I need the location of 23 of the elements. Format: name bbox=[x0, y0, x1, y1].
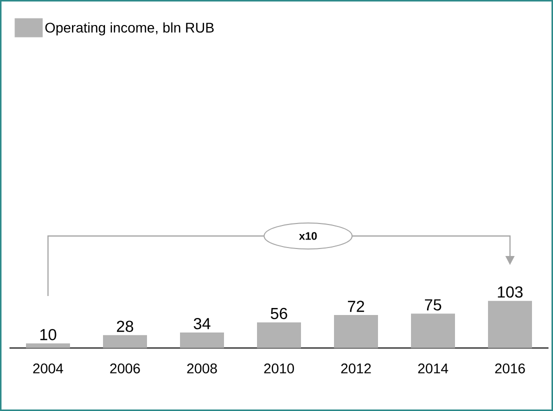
data-label: 103 bbox=[498, 286, 523, 298]
bar bbox=[26, 343, 70, 348]
x-tick-label: 2010 bbox=[264, 364, 294, 374]
bar bbox=[180, 332, 224, 348]
x-tick-label: 2014 bbox=[418, 364, 448, 374]
data-label: 72 bbox=[348, 300, 364, 312]
x-tick-label: 2012 bbox=[341, 364, 371, 374]
x-tick-label: 2006 bbox=[110, 364, 140, 374]
data-label: 56 bbox=[270, 308, 288, 320]
bar bbox=[103, 335, 148, 348]
x-tick-label: 2016 bbox=[495, 364, 525, 374]
legend-label: Operating income, bln RUB bbox=[45, 22, 214, 36]
bar bbox=[488, 300, 532, 348]
data-label: 28 bbox=[116, 320, 134, 332]
bar bbox=[257, 322, 302, 348]
x-tick-label: 2008 bbox=[187, 364, 217, 374]
bar bbox=[334, 315, 378, 348]
bar bbox=[411, 314, 455, 348]
data-label: 10 bbox=[40, 328, 56, 340]
data-label: 75 bbox=[424, 299, 442, 310]
data-label: 34 bbox=[194, 318, 210, 330]
x-tick-label: 2004 bbox=[33, 364, 64, 374]
text: x10 bbox=[299, 232, 317, 240]
